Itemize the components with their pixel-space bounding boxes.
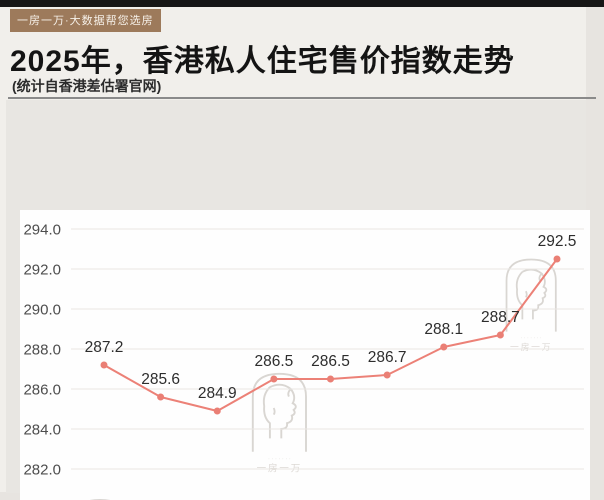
data-point [327, 375, 334, 383]
y-tick-label: 294.0 [23, 222, 61, 239]
brand-tag: 一房一万·大数据帮您选房 [10, 9, 161, 32]
watermark-caption-small: · · · · · · · [521, 336, 542, 342]
y-tick-label: 284.0 [23, 422, 61, 439]
page-title: 2025年，香港私人住宅售价指数走势 [10, 45, 515, 78]
y-tick-label: 288.0 [23, 342, 61, 359]
watermark-logo-icon: · · · · · · ·一房一万 [251, 372, 307, 475]
data-label: 285.6 [141, 371, 180, 388]
data-label: 286.5 [254, 353, 293, 370]
data-point [383, 371, 391, 379]
watermark-caption: 一房一万 [510, 341, 552, 352]
data-point [270, 375, 278, 383]
header-divider [8, 97, 596, 99]
data-point [213, 407, 221, 415]
top-black-bar [0, 0, 604, 7]
data-point [157, 393, 165, 401]
data-label: 284.9 [198, 385, 237, 402]
series-line [103, 258, 558, 412]
data-point [100, 361, 108, 369]
chart-section: · · · · · · ·一房一万· · · · · · ·一房一万· · · … [6, 100, 590, 500]
y-tick-label: 286.0 [23, 382, 61, 399]
data-label: 288.7 [481, 309, 520, 326]
chart-panel: · · · · · · ·一房一万· · · · · · ·一房一万· · · … [20, 210, 590, 500]
data-label: 286.7 [368, 349, 407, 366]
y-tick-label: 282.0 [23, 462, 61, 479]
data-point [553, 255, 561, 263]
watermark-caption-small: · · · · · · · [268, 456, 291, 462]
data-label: 286.5 [311, 353, 350, 370]
data-label: 288.1 [424, 321, 463, 338]
data-label: 292.5 [538, 233, 577, 250]
data-label: 287.2 [85, 339, 124, 356]
y-tick-label: 290.0 [23, 302, 61, 319]
data-point [440, 343, 448, 351]
page-subtitle: (统计自香港差估署官网) [12, 78, 162, 94]
watermark-logo-icon: · · · · · · ·一房一万 [505, 258, 557, 352]
chart-svg: · · · · · · ·一房一万· · · · · · ·一房一万· · · … [23, 222, 584, 500]
data-point [496, 331, 504, 339]
y-tick-label: 292.0 [23, 262, 61, 279]
right-gutter [586, 7, 604, 500]
